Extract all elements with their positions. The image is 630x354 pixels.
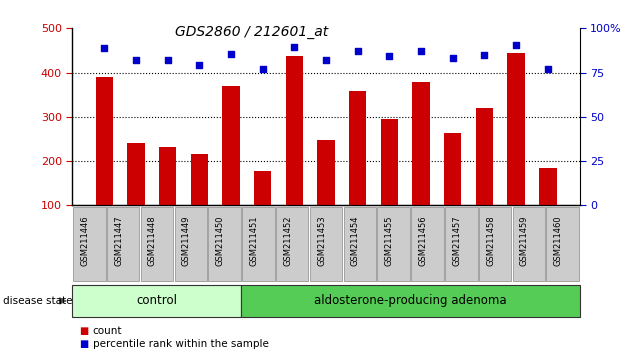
Text: aldosterone-producing adenoma: aldosterone-producing adenoma <box>314 295 507 307</box>
Text: GSM211456: GSM211456 <box>418 215 427 266</box>
Text: GSM211449: GSM211449 <box>182 215 191 266</box>
Bar <box>222 86 239 205</box>
Bar <box>159 147 176 205</box>
Text: control: control <box>137 295 178 307</box>
Point <box>416 48 426 54</box>
Bar <box>254 171 272 205</box>
Bar <box>413 82 430 205</box>
Point <box>194 62 204 68</box>
Text: disease state: disease state <box>3 296 72 306</box>
Point <box>479 52 490 58</box>
Point <box>258 66 268 72</box>
Text: GSM211448: GSM211448 <box>148 215 157 266</box>
Bar <box>349 91 367 205</box>
Text: GDS2860 / 212601_at: GDS2860 / 212601_at <box>175 25 329 39</box>
Bar <box>96 77 113 205</box>
Bar <box>507 53 525 205</box>
Text: ■: ■ <box>79 326 88 336</box>
Text: GSM211458: GSM211458 <box>486 215 495 266</box>
Bar <box>476 108 493 205</box>
Bar <box>381 119 398 205</box>
Text: GSM211457: GSM211457 <box>452 215 461 266</box>
Bar <box>539 168 556 205</box>
Point <box>511 42 521 48</box>
Point <box>289 44 299 50</box>
Point <box>353 48 363 54</box>
Text: GSM211455: GSM211455 <box>385 215 394 266</box>
Point <box>384 53 394 59</box>
Text: GSM211450: GSM211450 <box>215 215 224 266</box>
Point <box>226 51 236 56</box>
Point <box>99 45 109 51</box>
Text: GSM211453: GSM211453 <box>317 215 326 266</box>
Text: GSM211454: GSM211454 <box>351 215 360 266</box>
Point <box>448 56 458 61</box>
Point <box>543 66 553 72</box>
Text: GSM211452: GSM211452 <box>284 215 292 266</box>
Point <box>163 57 173 63</box>
Bar <box>190 154 208 205</box>
Point <box>321 57 331 63</box>
Point <box>131 57 141 63</box>
Bar <box>444 133 462 205</box>
Text: GSM211459: GSM211459 <box>520 215 529 266</box>
Text: count: count <box>93 326 122 336</box>
Text: GSM211447: GSM211447 <box>114 215 123 266</box>
Text: ■: ■ <box>79 339 88 349</box>
Text: GSM211446: GSM211446 <box>81 215 89 266</box>
Bar <box>318 140 335 205</box>
Text: GSM211451: GSM211451 <box>249 215 258 266</box>
Bar <box>127 143 145 205</box>
Text: percentile rank within the sample: percentile rank within the sample <box>93 339 268 349</box>
Bar <box>285 56 303 205</box>
Text: GSM211460: GSM211460 <box>554 215 563 266</box>
